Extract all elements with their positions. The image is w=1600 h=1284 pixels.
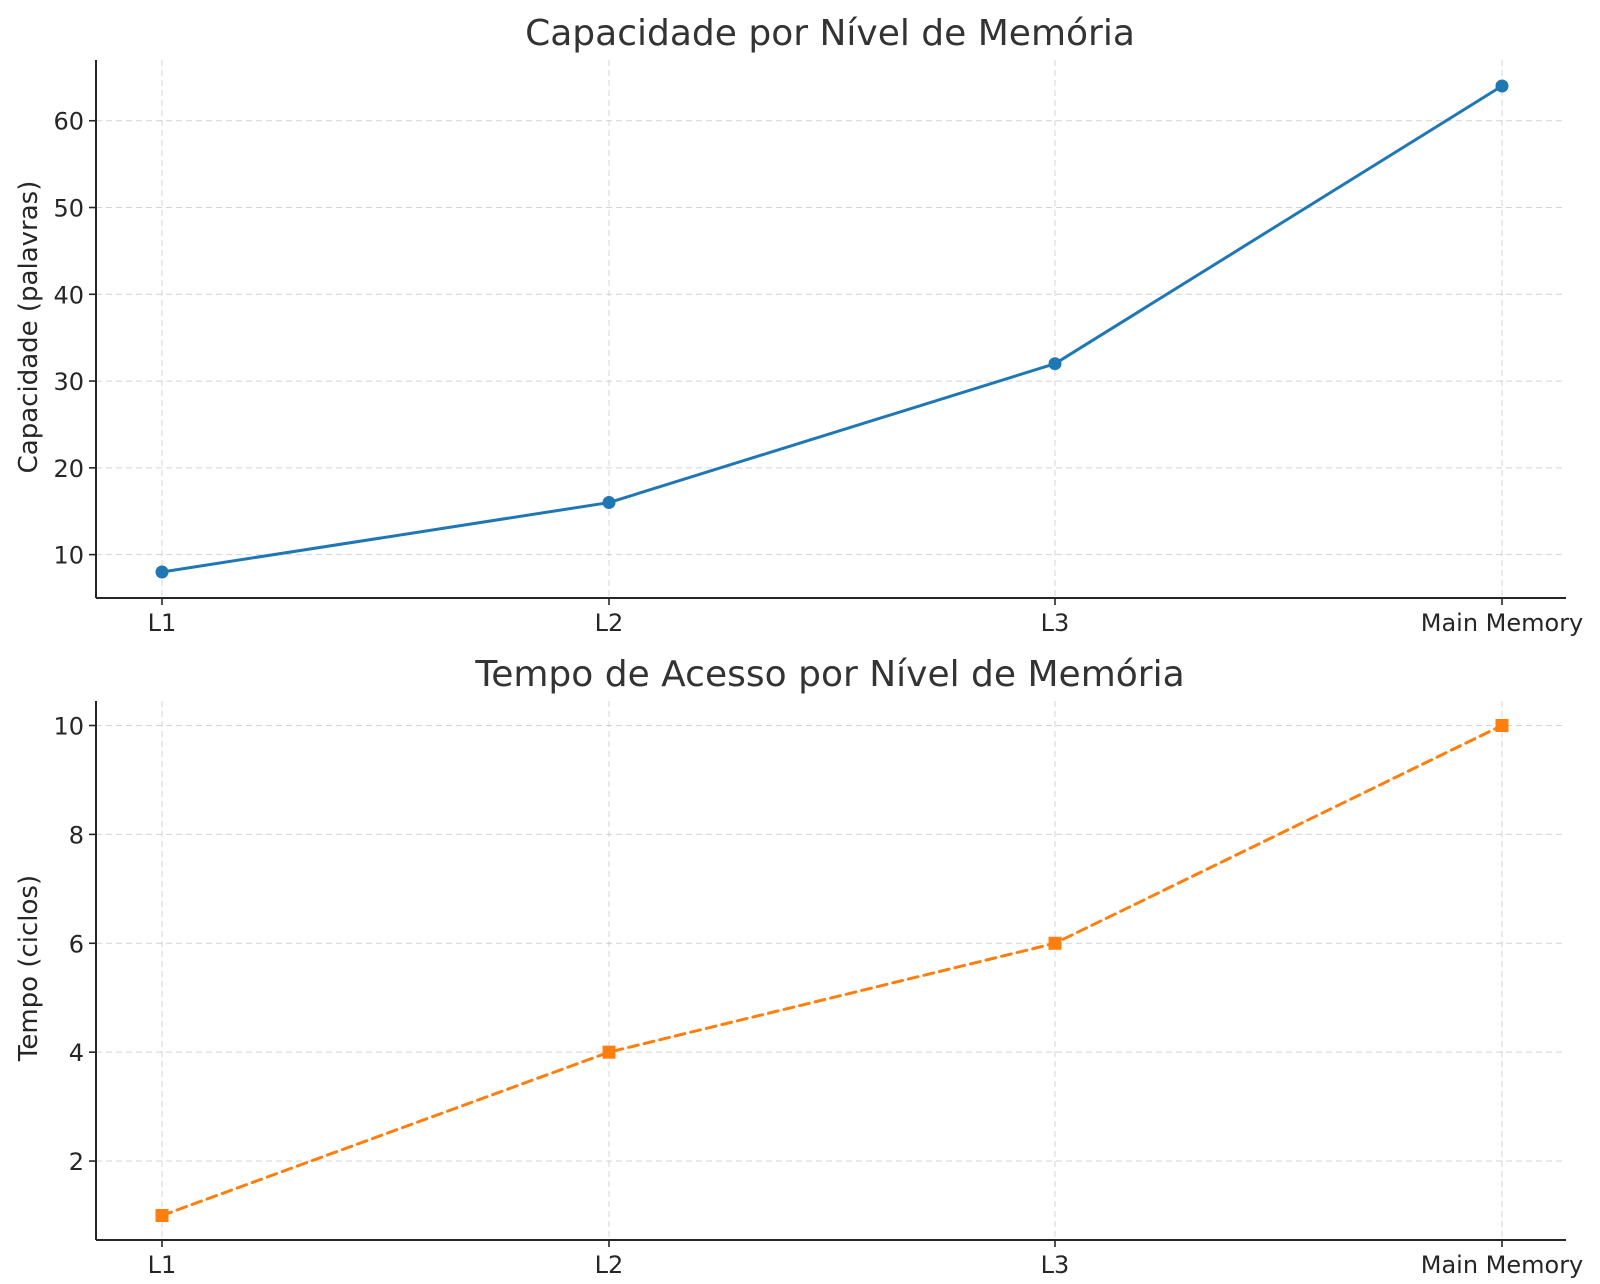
data-point xyxy=(1048,936,1062,950)
series-line xyxy=(160,724,1504,1217)
y-tick-label: 50 xyxy=(53,195,84,223)
chart-title: Capacidade por Nível de Memória xyxy=(525,13,1135,54)
y-axis-label: Capacidade (palavras) xyxy=(14,181,44,474)
y-tick-label: 8 xyxy=(69,821,84,849)
y-tick-label: 10 xyxy=(53,542,84,570)
data-point xyxy=(155,565,169,579)
series-line xyxy=(160,84,1504,574)
x-tick-label: Main Memory xyxy=(1421,1251,1584,1279)
data-point xyxy=(1495,79,1509,93)
x-tick-label: L3 xyxy=(1041,609,1070,637)
y-tick-label: 10 xyxy=(53,713,84,741)
data-point xyxy=(1048,357,1062,371)
y-tick-label: 2 xyxy=(69,1148,84,1176)
plot-area: L1 L2 L3 Main Memory 2 4 6 8 10 xyxy=(53,701,1583,1279)
x-tick-label: L1 xyxy=(148,609,177,637)
y-tick-label: 20 xyxy=(53,455,84,483)
data-point xyxy=(155,1209,169,1222)
data-point xyxy=(602,1045,616,1059)
capacity-chart: Capacidade por Nível de Memória Capacida… xyxy=(14,13,1583,637)
chart-title: Tempo de Acesso por Nível de Memória xyxy=(474,654,1184,695)
plot-area: L1 L2 L3 Main Memory 10 20 30 40 50 60 xyxy=(53,60,1583,637)
y-tick-label: 30 xyxy=(53,368,84,396)
x-tick-label: L3 xyxy=(1041,1251,1070,1279)
y-axis-label: Tempo (ciclos) xyxy=(14,875,44,1062)
y-tick-label: 40 xyxy=(53,281,84,309)
data-point xyxy=(1495,719,1509,732)
access-time-chart: Tempo de Acesso por Nível de Memória Tem… xyxy=(14,654,1583,1279)
x-tick-label: Main Memory xyxy=(1421,609,1584,637)
x-tick-label: L1 xyxy=(148,1251,177,1279)
data-point xyxy=(602,496,616,510)
x-tick-label: L2 xyxy=(595,609,624,637)
y-tick-label: 60 xyxy=(53,108,84,136)
x-tick-label: L2 xyxy=(595,1251,624,1279)
y-tick-label: 4 xyxy=(69,1039,84,1067)
y-tick-label: 6 xyxy=(69,930,84,958)
